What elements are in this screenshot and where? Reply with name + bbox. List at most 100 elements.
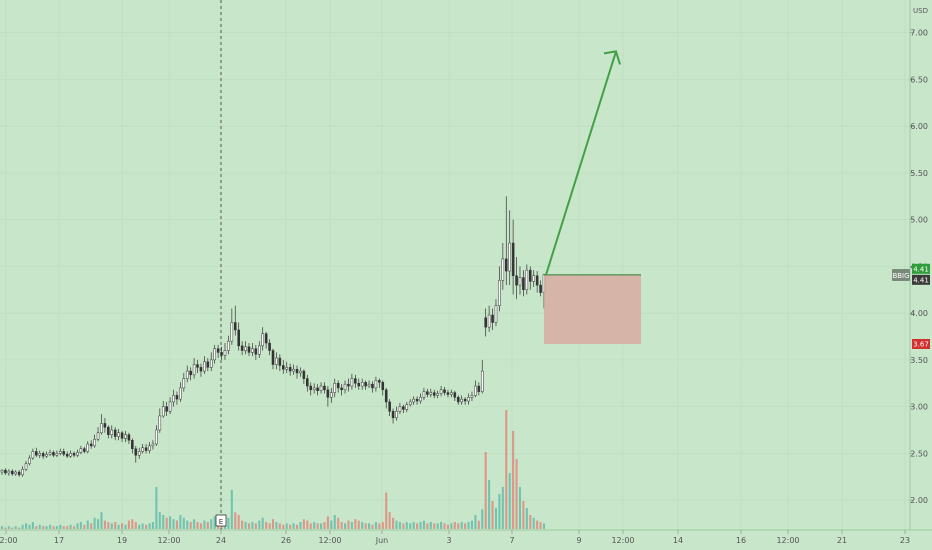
y-tick-label: 5.00 <box>910 216 928 225</box>
x-tick-label: 24 <box>216 536 226 545</box>
volume-bar <box>536 520 539 529</box>
candle-body <box>7 470 11 474</box>
volume-bar <box>28 524 31 529</box>
candle-body <box>52 452 55 456</box>
volume-bar <box>18 527 21 529</box>
volume-bar <box>103 520 106 529</box>
volume-bar <box>398 522 401 529</box>
candle-body <box>131 440 134 449</box>
volume-bar <box>38 524 41 529</box>
candle-body <box>223 350 227 356</box>
candle-body <box>107 426 110 435</box>
volume-bar <box>457 523 460 529</box>
volume-bar <box>230 489 233 529</box>
candle-body <box>257 345 261 355</box>
candle-body <box>350 378 354 387</box>
volume-bar <box>4 527 7 529</box>
candle-body <box>450 392 453 395</box>
volume-bar <box>292 523 295 529</box>
volume-bar <box>0 526 4 529</box>
y-tick-label: 3.50 <box>910 356 928 365</box>
candle-body <box>405 404 409 410</box>
candle-body <box>62 451 66 455</box>
candle-body <box>79 448 83 453</box>
candle-body <box>484 317 487 328</box>
volume-bar <box>419 522 422 529</box>
volume-bar <box>14 526 17 529</box>
candle-body <box>141 447 144 452</box>
candle-body <box>86 443 90 452</box>
candle-body <box>168 401 172 412</box>
candle-body <box>203 361 206 372</box>
candle-body <box>151 443 155 447</box>
candle-body <box>323 385 326 391</box>
volume-bar <box>330 520 333 529</box>
candle-body <box>470 395 474 398</box>
candle-body <box>110 429 114 435</box>
volume-bar <box>477 520 480 529</box>
candle-body <box>528 269 532 282</box>
candle-body <box>381 382 385 391</box>
volume-bar <box>193 519 196 529</box>
candle-body <box>237 329 240 347</box>
volume-bar <box>381 522 384 529</box>
volume-bar <box>66 526 69 529</box>
candle-body <box>408 401 412 405</box>
candle-body <box>158 415 162 431</box>
volume-bar <box>148 523 151 529</box>
candle-body <box>402 406 405 410</box>
volume-bar <box>505 410 508 529</box>
candle-body <box>309 385 313 391</box>
volume-bar <box>151 522 154 529</box>
candle-body <box>504 258 508 272</box>
x-tick-label: 14 <box>673 536 683 545</box>
candle-body <box>275 357 278 365</box>
candle-body <box>189 370 192 376</box>
volume-bar <box>158 512 161 529</box>
volume-bar <box>350 522 353 529</box>
time-axis[interactable]: 12:00 17 19 12:00 24 26 12:00 Jun 3 7 9 12:00 14 16 12… <box>0 529 932 545</box>
x-tick-label: 12:00 <box>318 536 341 545</box>
volume-bar <box>433 523 436 529</box>
volume-bar <box>206 522 209 529</box>
candle-body <box>182 378 186 389</box>
volume-bar <box>436 523 439 529</box>
price-label-last: 4.41 <box>912 263 930 274</box>
volume-bar <box>141 523 144 529</box>
volume-bar <box>326 516 329 529</box>
price-axis[interactable]: USD 7.006.506.005.505.004.504.003.503.00… <box>909 0 928 530</box>
volume-bar <box>295 524 299 529</box>
event-marker[interactable]: E <box>215 514 227 527</box>
volume-bar <box>124 524 127 529</box>
candle-body <box>319 385 323 391</box>
volume-bar <box>251 522 254 529</box>
candle-body <box>391 411 395 419</box>
volume-bar <box>76 523 79 529</box>
candle-body <box>206 361 210 368</box>
candle-body <box>388 401 391 412</box>
volume-bar <box>412 522 415 529</box>
volume-bar <box>117 524 120 529</box>
y-tick-label: 6.50 <box>910 75 928 84</box>
price-label-stop: 3.67 <box>912 338 930 349</box>
candle-body <box>144 447 148 451</box>
event-marker-label: E <box>219 518 223 526</box>
projection-line <box>545 51 617 276</box>
candle-body <box>282 365 285 370</box>
symbol-tag[interactable]: BBIG <box>892 269 910 281</box>
candle-body <box>429 392 433 395</box>
candle-body <box>446 392 450 395</box>
y-tick-label: 2.00 <box>910 496 928 505</box>
x-tick-label: 16 <box>736 536 746 545</box>
candle-body <box>384 389 388 403</box>
candle-body <box>501 258 505 281</box>
candle-body <box>24 463 28 470</box>
candle-body <box>508 242 511 272</box>
volume-bar <box>299 522 302 529</box>
candle-body <box>31 451 35 459</box>
candle-body <box>244 346 247 351</box>
candle-body <box>426 391 429 395</box>
volume-bar <box>402 523 405 529</box>
volume-bar <box>508 473 511 529</box>
